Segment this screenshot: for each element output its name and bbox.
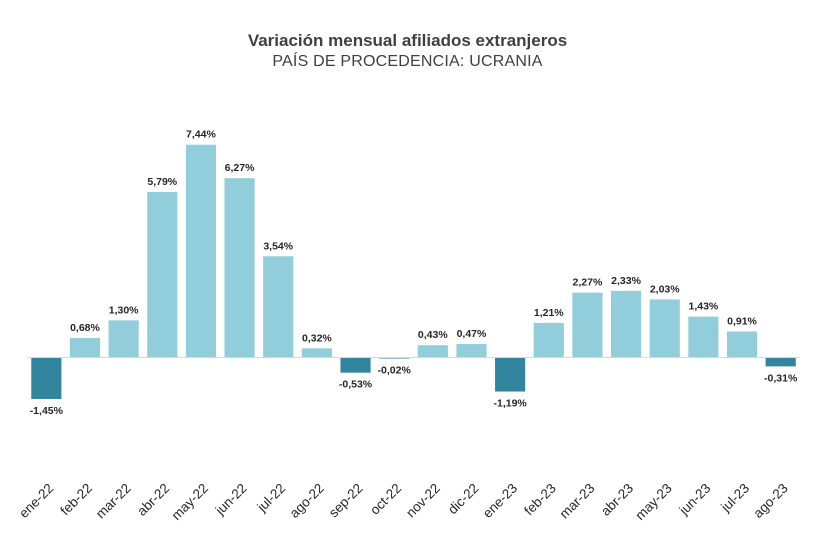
x-tick-label-jul-22: jul-22 [254,481,289,516]
data-label-jul-23: 0,91% [727,315,757,327]
bar-ene-23 [495,357,526,392]
bar-mar-23 [572,292,603,358]
data-label-dic-22: 0,47% [457,328,487,340]
data-label-nov-22: 0,43% [418,329,448,341]
bar-jun-22 [224,178,255,358]
x-tick-label-jul-23: jul-23 [717,481,752,516]
bar-feb-23 [533,322,564,358]
chart-title: Variación mensual afiliados extranjeros [247,31,568,50]
x-tick-label-ago-23: ago-23 [750,481,790,521]
bar-sep-22 [340,357,371,373]
bar-may-23 [649,299,680,358]
x-tick-label-abr-23: abr-23 [598,481,636,519]
x-tick-label-dic-22: dic-22 [445,481,482,518]
x-tick-label-jun-22: jun-22 [212,481,250,519]
x-tick-label-mar-22: mar-22 [93,481,134,522]
bar-feb-22 [69,338,101,358]
x-tick-label-may-22: may-22 [169,481,211,523]
data-label-abr-22: 5,79% [147,176,177,188]
data-label-jul-22: 3,54% [263,240,293,252]
bar-mar-22 [108,320,139,358]
data-label-ago-22: 0,32% [302,332,332,344]
bar-jul-23 [726,331,758,358]
data-label-jun-22: 6,27% [225,162,255,174]
data-label-may-23: 2,03% [650,283,680,295]
bar-may-22 [185,144,216,358]
bar-ene-22 [31,357,62,399]
bar-abr-22 [147,191,178,358]
data-label-jun-23: 1,43% [688,301,718,313]
bar-jul-22 [263,256,294,358]
x-tick-label-ene-22: ene-22 [16,481,56,521]
x-tick-label-oct-22: oct-22 [367,481,404,518]
x-tick-label-may-23: may-23 [632,481,674,523]
x-tick-label-abr-22: abr-22 [134,481,172,519]
data-label-sep-22: -0,53% [339,379,373,391]
x-tick-label-sep-22: sep-22 [326,481,366,521]
bar-jun-23 [688,316,719,358]
data-label-may-22: 7,44% [186,129,216,141]
x-tick-label-nov-22: nov-22 [403,481,443,521]
data-label-ago-23: -0,31% [764,372,798,384]
x-tick-label-ene-23: ene-23 [480,481,520,521]
x-tick-label-mar-23: mar-23 [557,481,598,522]
data-label-ene-23: -1,19% [493,398,527,410]
bar-ago-22 [301,348,332,358]
data-label-feb-23: 1,21% [534,307,564,319]
bar-ago-23 [765,357,796,367]
x-tick-label-ago-22: ago-22 [287,481,327,521]
x-tick-label-feb-23: feb-23 [521,481,559,519]
bar-nov-22 [417,345,448,358]
data-label-mar-22: 1,30% [109,304,139,316]
bar-abr-23 [611,290,642,358]
x-tick-label-jun-23: jun-23 [676,481,714,519]
bar-dic-22 [456,344,487,358]
data-label-mar-23: 2,27% [573,277,603,289]
data-label-oct-22: -0,02% [378,365,412,377]
data-label-ene-22: -1,45% [30,405,64,417]
data-label-abr-23: 2,33% [611,275,641,287]
x-tick-label-feb-22: feb-22 [57,481,95,519]
chart-subtitle: PAÍS DE PROCEDENCIA: UCRANIA [272,53,543,70]
data-label-feb-22: 0,68% [70,322,100,334]
